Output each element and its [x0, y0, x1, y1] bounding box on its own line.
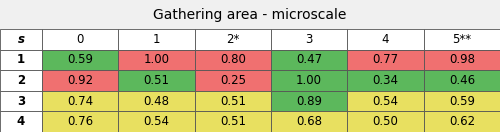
Text: 0.54: 0.54	[144, 115, 170, 128]
Text: 0.47: 0.47	[296, 53, 322, 66]
Text: 0.59: 0.59	[449, 95, 475, 108]
Text: Gathering area - microscale: Gathering area - microscale	[154, 8, 346, 22]
Text: 5**: 5**	[452, 33, 471, 46]
Text: 0.54: 0.54	[372, 95, 398, 108]
Text: 1.00: 1.00	[144, 53, 170, 66]
Text: 1: 1	[17, 53, 25, 66]
Text: 0.51: 0.51	[220, 95, 246, 108]
Text: 2: 2	[17, 74, 25, 87]
Text: 0.59: 0.59	[67, 53, 93, 66]
Text: 3: 3	[17, 95, 25, 108]
Text: s: s	[18, 33, 24, 46]
Text: 1.00: 1.00	[296, 74, 322, 87]
Text: 0.77: 0.77	[372, 53, 398, 66]
Text: 0.68: 0.68	[296, 115, 322, 128]
Text: 0.74: 0.74	[67, 95, 93, 108]
Text: 0: 0	[76, 33, 84, 46]
Text: 0.92: 0.92	[67, 74, 93, 87]
Text: 0.80: 0.80	[220, 53, 246, 66]
Text: 0.48: 0.48	[144, 95, 170, 108]
Text: 0.46: 0.46	[449, 74, 475, 87]
Text: 0.76: 0.76	[67, 115, 93, 128]
Text: 0.50: 0.50	[372, 115, 398, 128]
Text: 0.34: 0.34	[372, 74, 398, 87]
Text: 0.51: 0.51	[144, 74, 170, 87]
Text: 4: 4	[382, 33, 389, 46]
Text: 0.62: 0.62	[449, 115, 475, 128]
Text: 0.98: 0.98	[449, 53, 475, 66]
Text: 4: 4	[17, 115, 25, 128]
Text: 0.51: 0.51	[220, 115, 246, 128]
Text: 0.25: 0.25	[220, 74, 246, 87]
Text: 2*: 2*	[226, 33, 239, 46]
Text: 0.89: 0.89	[296, 95, 322, 108]
Text: 1: 1	[152, 33, 160, 46]
Text: 3: 3	[306, 33, 313, 46]
